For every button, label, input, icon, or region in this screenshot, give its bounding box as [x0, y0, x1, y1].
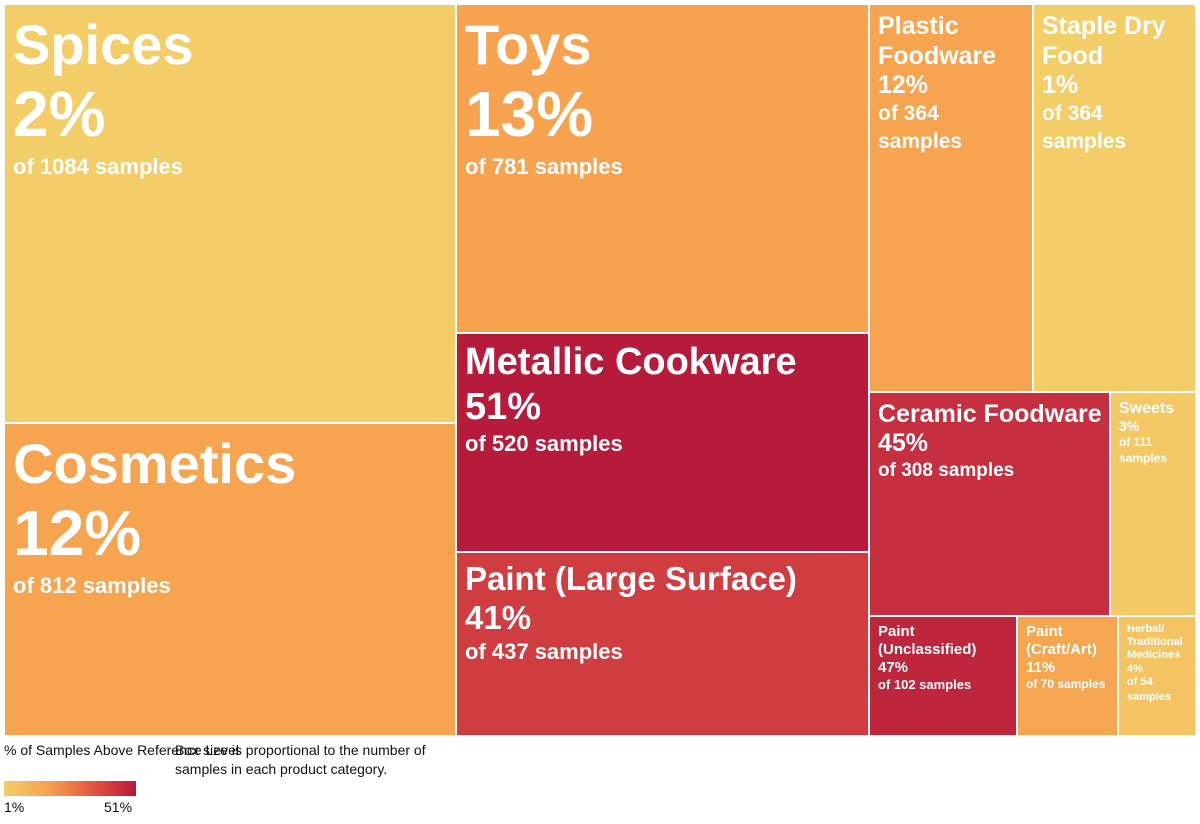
- cell-percent: 11%: [1026, 659, 1056, 676]
- cell-percent: 41%: [465, 598, 532, 636]
- cell-percent: 12%: [878, 71, 929, 99]
- legend-min-label: 1%: [4, 799, 25, 815]
- treemap: Spices 2% of 1084 samples Cosmetics 12% of 81…: [4, 4, 1196, 736]
- treemap-cell-ceramic-foodware: Ceramic Foodware 45% of 308 samples: [869, 392, 1110, 616]
- cell-percent: 4%: [1127, 662, 1143, 675]
- treemap-cell-plastic-foodware: Plastic Foodware 12% of 364 samples: [869, 4, 1033, 392]
- treemap-cell-metallic-cookware: Metallic Cookware 51% of 520 samples: [456, 333, 869, 552]
- cell-samples: of 308 samples: [878, 459, 1015, 481]
- cell-label: Staple Dry Food: [1042, 12, 1166, 70]
- cell-samples: of 520 samples: [465, 431, 623, 457]
- cell-label: Paint (Craft/Art): [1026, 623, 1097, 658]
- cell-samples: of 812 samples: [13, 572, 171, 598]
- cell-percent: 47%: [878, 659, 909, 676]
- cell-samples: of 781 samples: [465, 153, 623, 179]
- cell-percent: 2%: [13, 78, 106, 151]
- cell-percent: 3%: [1119, 418, 1140, 435]
- cell-samples: of 111 samples: [1119, 435, 1168, 466]
- cell-percent: 45%: [878, 429, 929, 457]
- cell-percent: 13%: [465, 78, 594, 151]
- legend-title: % of Samples Above Reference Level: [4, 742, 240, 758]
- cell-label: Metallic Cookware: [465, 341, 797, 383]
- cell-label: Toys: [465, 13, 592, 76]
- treemap-cell-paint-unclassified: Paint (Unclassified) 47% of 102 samples: [869, 616, 1017, 736]
- cell-label: Ceramic Foodware: [878, 400, 1102, 428]
- cell-label: Plastic Foodware: [878, 12, 997, 70]
- cell-label: Cosmetics: [13, 432, 297, 495]
- cell-samples: of 70 samples: [1026, 677, 1106, 692]
- cell-label: Paint (Unclassified): [878, 623, 977, 658]
- cell-label: Paint (Large Surface): [465, 560, 797, 597]
- legend-max-label: 51%: [104, 799, 133, 815]
- cell-samples: of 364 samples: [878, 101, 963, 154]
- cell-samples: of 102 samples: [878, 677, 972, 693]
- cell-label: Herbal/ Traditional Medicines: [1127, 623, 1183, 662]
- cell-label: Sweets: [1119, 400, 1175, 417]
- legend-color-bar: [4, 781, 136, 796]
- cell-percent: 1%: [1042, 71, 1079, 99]
- cell-percent: 51%: [465, 385, 542, 428]
- cell-samples: of 437 samples: [465, 638, 623, 664]
- cell-percent: 12%: [13, 497, 142, 570]
- treemap-cell-cosmetics: Cosmetics 12% of 812 samples: [4, 423, 456, 736]
- size-note: Box size is proportional to the number o…: [175, 742, 426, 777]
- cell-label: Spices: [13, 13, 194, 76]
- cell-samples: of 54 samples: [1127, 676, 1172, 704]
- treemap-cell-paint-large-surface: Paint (Large Surface) 41% of 437 samples: [456, 552, 869, 736]
- treemap-cell-staple-dry-food: Staple Dry Food 1% of 364 samples: [1033, 4, 1196, 392]
- cell-samples: of 364 samples: [1042, 101, 1127, 154]
- treemap-cell-herbal-traditional-medicines: Herbal/ Traditional Medicines 4% of 54 sam…: [1118, 616, 1196, 736]
- treemap-cell-sweets: Sweets 3% of 111 samples: [1110, 392, 1196, 616]
- cell-samples: of 1084 samples: [13, 153, 183, 179]
- treemap-cell-paint-craft-art: Paint (Craft/Art) 11% of 70 samples: [1017, 616, 1118, 736]
- treemap-cell-toys: Toys 13% of 781 samples: [456, 4, 869, 333]
- treemap-cell-spices: Spices 2% of 1084 samples: [4, 4, 456, 423]
